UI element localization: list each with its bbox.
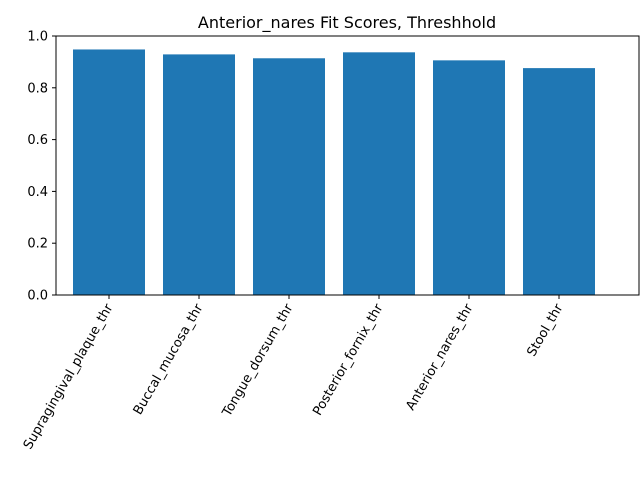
chart-title: Anterior_nares Fit Scores, Threshhold [198,13,496,33]
y-tick-label: 0.2 [27,237,48,252]
bar-tongue-dorsum-thr [253,58,325,295]
bar-supragingival-plaque-thr [73,49,145,295]
bar-stool-thr [523,68,595,295]
x-tick-label: Stool_thr [524,301,566,359]
y-tick-label: 0.6 [27,133,48,148]
bar-anterior-nares-thr [433,60,505,295]
x-tick-label: Tongue_dorsum_thr [219,301,296,420]
x-tick-label: Supragingival_plaque_thr [21,301,117,452]
y-tick-label: 0.4 [27,185,48,200]
y-axis: 0.0 0.2 0.4 0.6 0.8 1.0 [27,30,56,304]
x-tick-label: Posterior_fornix_thr [310,301,386,418]
y-tick-label: 0.0 [27,289,48,304]
x-tick-label: Anterior_nares_thr [403,301,476,413]
bar-buccal-mucosa-thr [163,54,235,295]
y-tick-label: 1.0 [27,30,48,45]
bar-posterior-fornix-thr [343,52,415,295]
plot-frame [55,35,640,296]
x-axis: Supragingival_plaque_thr Buccal_mucosa_th… [21,295,567,452]
y-tick-label: 0.8 [27,81,48,96]
x-tick-label: Buccal_mucosa_thr [131,301,207,418]
bars-group [73,49,595,295]
